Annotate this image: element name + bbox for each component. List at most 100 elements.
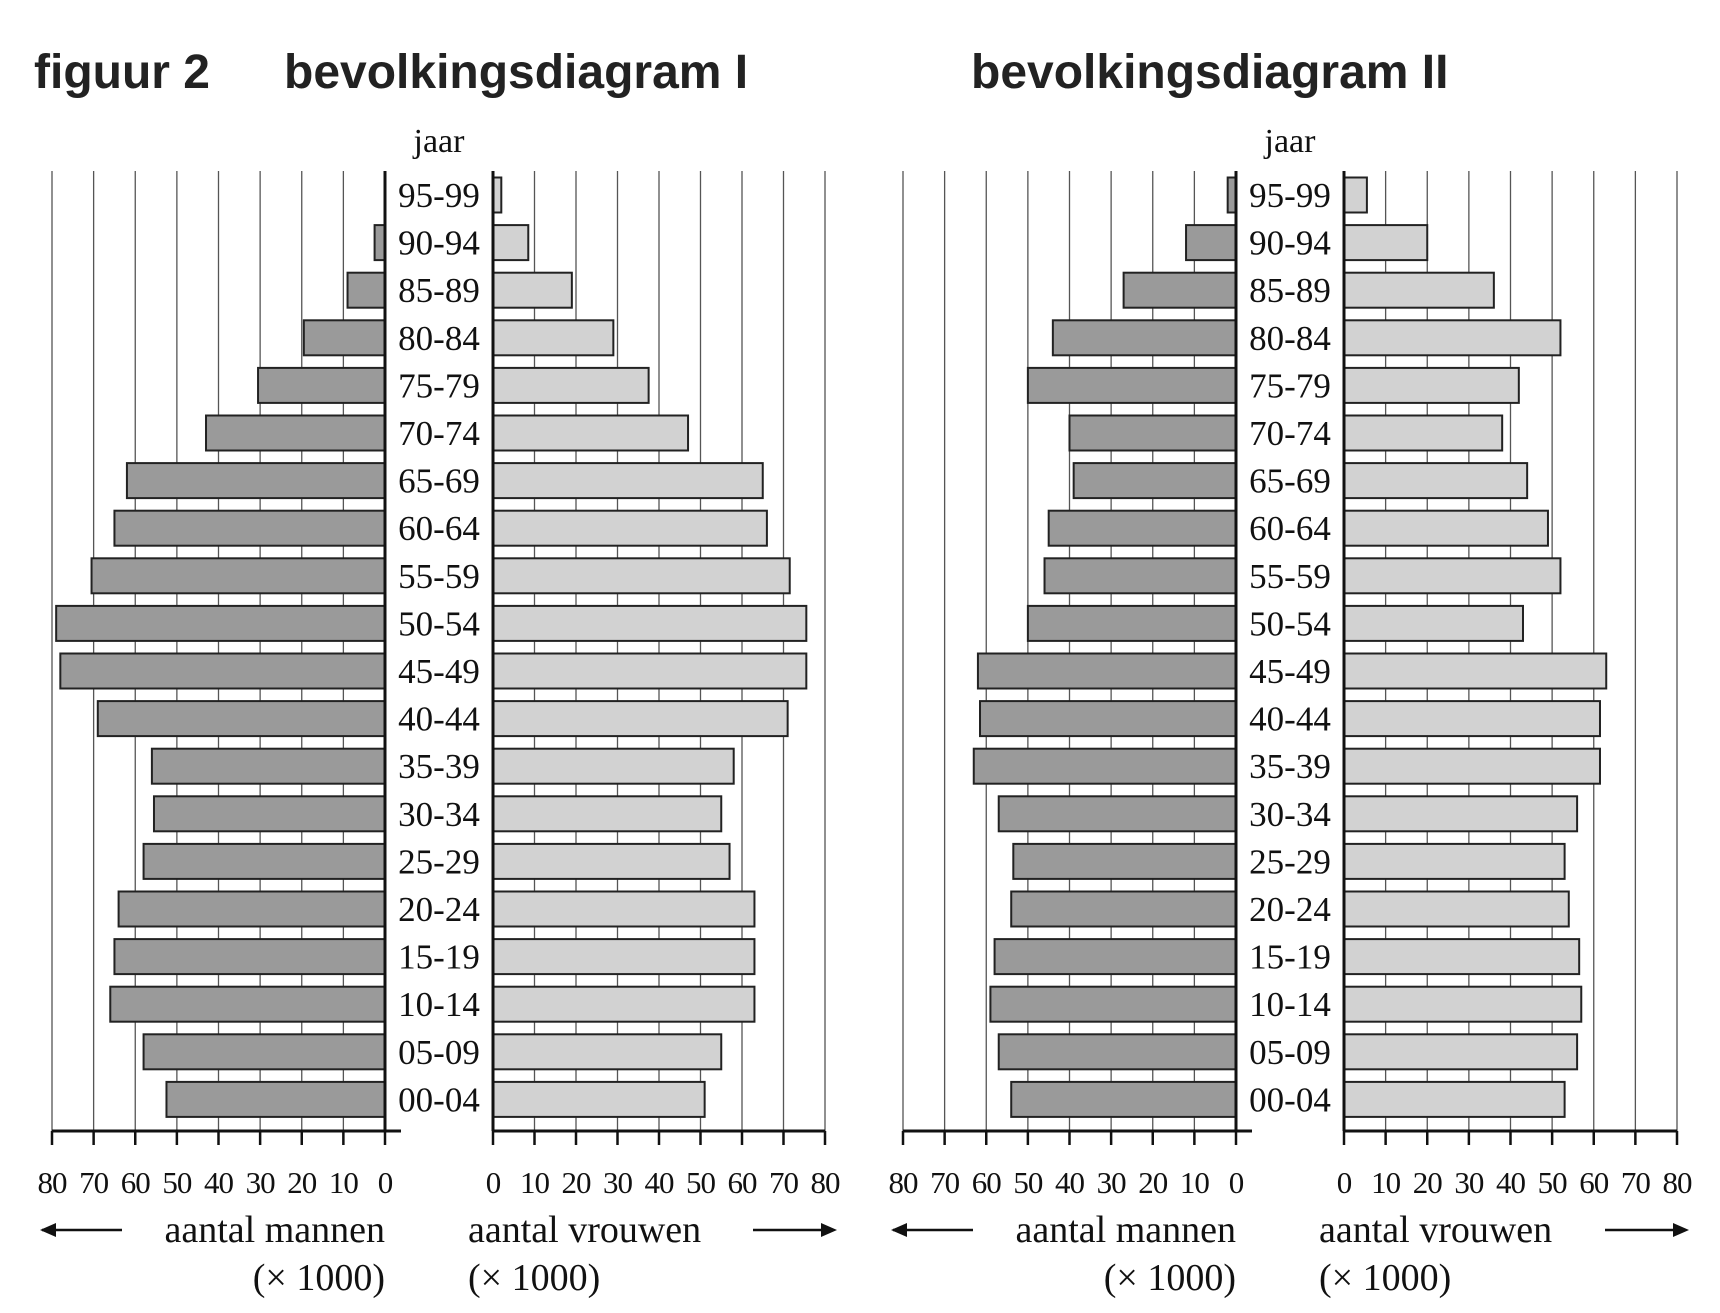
bar-men-65-69: [125, 462, 387, 500]
bar-women-50-54: [492, 604, 808, 642]
bar-women-05-09: [492, 1033, 723, 1071]
age-label: 95-99: [398, 176, 480, 215]
bar-men-45-49: [59, 652, 386, 690]
age-label: 55-59: [1249, 557, 1331, 596]
bar-women-35-39: [492, 747, 735, 785]
tick-label-men: 60: [972, 1165, 1002, 1200]
tick-label-men: 50: [162, 1165, 192, 1200]
tick-label-men: 0: [378, 1165, 393, 1200]
category-axis-label: jaar: [413, 123, 466, 160]
age-label: 70-74: [398, 414, 480, 453]
bar-men-20-24: [117, 890, 386, 928]
tick-label-women: 0: [1337, 1165, 1352, 1200]
bar-women-40-44: [1343, 700, 1601, 738]
bar-women-15-19: [1343, 938, 1581, 976]
age-label: 15-19: [1249, 938, 1331, 977]
x-axis-label-men: aantal mannen: [164, 1209, 385, 1251]
age-label: 70-74: [1249, 414, 1331, 453]
x-axis-unit-men: (× 1000): [1104, 1257, 1236, 1299]
bar-men-90-94: [1185, 224, 1238, 262]
age-label: 65-69: [398, 462, 480, 501]
bar-men-75-79: [257, 366, 387, 404]
age-label: 75-79: [398, 366, 480, 405]
bar-men-70-74: [1068, 414, 1237, 452]
bar-men-05-09: [142, 1033, 386, 1071]
age-label: 20-24: [1249, 890, 1331, 929]
bar-women-90-94: [492, 224, 530, 262]
age-label: 45-49: [1249, 652, 1331, 691]
bar-men-05-09: [997, 1033, 1237, 1071]
tick-label-women: 60: [1579, 1165, 1609, 1200]
tick-label-women: 10: [520, 1165, 550, 1200]
tick-label-women: 70: [1621, 1165, 1651, 1200]
arrow-left-icon-head: [891, 1223, 907, 1237]
bar-men-70-74: [205, 414, 386, 452]
bar-women-85-89: [492, 271, 573, 309]
age-label: 85-89: [398, 271, 480, 310]
tick-label-women: 70: [769, 1165, 799, 1200]
bar-women-90-94: [1343, 224, 1429, 262]
bar-men-80-84: [1051, 319, 1237, 357]
bar-women-05-09: [1343, 1033, 1579, 1071]
age-label: 40-44: [1249, 700, 1331, 739]
bar-men-50-54: [1026, 604, 1237, 642]
age-label: 05-09: [398, 1033, 480, 1072]
age-label: 05-09: [1249, 1033, 1331, 1072]
bar-women-85-89: [1343, 271, 1495, 309]
category-axis-label: jaar: [1264, 123, 1317, 160]
bar-women-30-34: [492, 795, 723, 833]
tick-label-men: 20: [1138, 1165, 1168, 1200]
bar-women-00-04: [1343, 1080, 1566, 1118]
tick-label-men: 60: [121, 1165, 151, 1200]
age-label: 95-99: [1249, 176, 1331, 215]
bar-women-15-19: [492, 938, 756, 976]
tick-label-men: 40: [1055, 1165, 1085, 1200]
age-label: 20-24: [398, 890, 480, 929]
tick-label-men: 40: [204, 1165, 234, 1200]
age-label: 80-84: [1249, 319, 1331, 358]
bar-women-55-59: [492, 557, 791, 595]
tick-label-men: 10: [329, 1165, 359, 1200]
tick-label-women: 60: [728, 1165, 758, 1200]
bar-men-80-84: [302, 319, 386, 357]
age-label: 60-64: [1249, 509, 1331, 548]
bar-men-60-64: [1047, 509, 1237, 547]
bar-men-10-14: [109, 985, 387, 1023]
bar-women-70-74: [492, 414, 690, 452]
bar-women-55-59: [1343, 557, 1562, 595]
tick-label-women: 40: [1496, 1165, 1526, 1200]
bar-women-80-84: [492, 319, 615, 357]
tick-label-men: 80: [38, 1165, 68, 1200]
bar-women-70-74: [1343, 414, 1504, 452]
bar-men-00-04: [1010, 1080, 1237, 1118]
age-label: 35-39: [1249, 747, 1331, 786]
age-label: 40-44: [398, 700, 480, 739]
age-label: 90-94: [1249, 224, 1331, 263]
bar-women-20-24: [1343, 890, 1570, 928]
tick-label-women: 20: [562, 1165, 592, 1200]
age-label: 65-69: [1249, 462, 1331, 501]
bar-women-40-44: [492, 700, 789, 738]
arrow-right-icon-head: [1673, 1223, 1689, 1237]
bar-men-85-89: [1122, 271, 1238, 309]
bar-men-55-59: [1043, 557, 1238, 595]
age-label: 50-54: [1249, 604, 1331, 643]
bar-men-60-64: [113, 509, 386, 547]
bar-men-10-14: [989, 985, 1237, 1023]
tick-label-women: 50: [1538, 1165, 1568, 1200]
bar-women-65-69: [492, 462, 764, 500]
bar-women-30-34: [1343, 795, 1579, 833]
bar-women-25-29: [1343, 842, 1566, 880]
tick-label-women: 50: [686, 1165, 716, 1200]
bar-women-60-64: [492, 509, 768, 547]
tick-label-men: 70: [930, 1165, 960, 1200]
age-label: 25-29: [398, 842, 480, 881]
tick-label-men: 10: [1180, 1165, 1210, 1200]
bar-men-45-49: [976, 652, 1237, 690]
x-axis-unit-women: (× 1000): [468, 1257, 600, 1299]
age-label: 30-34: [398, 795, 480, 834]
bar-women-10-14: [492, 985, 756, 1023]
tick-label-women: 10: [1371, 1165, 1401, 1200]
chart-title: bevolkingsdiagram II: [971, 46, 1448, 99]
